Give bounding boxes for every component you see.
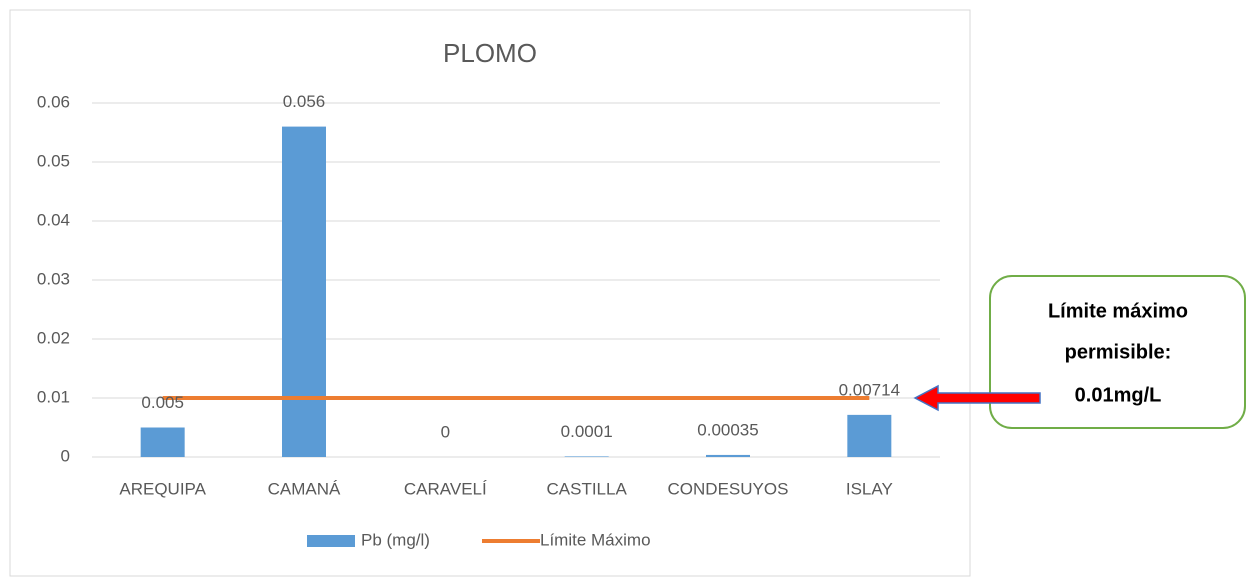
data-label: 0.00714 [839,380,900,399]
callout-text: Límite máximo [1048,300,1188,322]
x-tick-label: AREQUIPA [119,479,206,498]
x-tick-label: CARAVELÍ [404,479,487,498]
x-tick-label: CASTILLA [547,479,628,498]
data-label: 0.005 [141,393,184,412]
y-tick-label: 0.05 [37,151,70,170]
callout-text: permisible: [1065,341,1172,363]
legend-label: Límite Máximo [540,530,651,549]
data-label: 0.056 [283,92,326,111]
x-tick-label: ISLAY [846,479,893,498]
data-label: 0 [441,422,450,441]
chart-title: PLOMO [443,38,537,68]
bar [564,456,609,457]
bar [140,427,185,457]
data-label: 0.00035 [697,420,758,439]
callout-arrow [913,384,1041,412]
data-label: 0.0001 [561,422,613,441]
callout-box [989,275,1246,429]
legend-swatch [307,535,355,547]
bar [282,126,326,457]
y-tick-label: 0.04 [37,210,70,229]
x-tick-label: CONDESUYOS [668,479,789,498]
chart-frame [9,9,971,577]
callout-text: 0.01mg/L [1075,384,1162,406]
y-tick-label: 0.06 [37,92,70,111]
bar [847,414,892,457]
legend-label: Pb (mg/l) [361,530,430,549]
x-tick-label: CAMANÁ [268,479,341,498]
bar [706,454,750,457]
y-tick-label: 0.02 [37,328,70,347]
y-tick-label: 0.01 [37,387,70,406]
y-tick-label: 0.03 [37,269,70,288]
y-tick-label: 0 [61,446,70,465]
